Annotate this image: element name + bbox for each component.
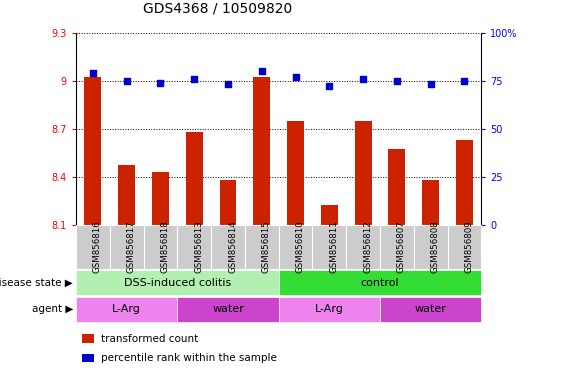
Text: control: control [361, 278, 399, 288]
Text: disease state ▶: disease state ▶ [0, 278, 73, 288]
Text: percentile rank within the sample: percentile rank within the sample [101, 353, 276, 363]
Bar [220, 180, 236, 225]
Text: transformed count: transformed count [101, 334, 198, 344]
Text: GSM856812: GSM856812 [363, 220, 372, 273]
Text: GSM856818: GSM856818 [160, 220, 169, 273]
Point [392, 78, 401, 84]
Bar [422, 180, 439, 225]
Point [291, 74, 300, 80]
Text: GSM856811: GSM856811 [329, 220, 338, 273]
Bar [388, 149, 405, 225]
Text: water: water [415, 304, 446, 314]
Point [359, 76, 368, 82]
Text: GSM856816: GSM856816 [93, 220, 102, 273]
Bar [118, 166, 135, 225]
Text: water: water [212, 304, 244, 314]
Point [190, 76, 199, 82]
Text: GSM856817: GSM856817 [127, 220, 136, 273]
Point [224, 81, 233, 88]
Point [122, 78, 131, 84]
Text: GSM856807: GSM856807 [397, 220, 406, 273]
Bar [321, 205, 338, 225]
Text: GSM856813: GSM856813 [194, 220, 203, 273]
Point [156, 79, 165, 86]
Text: L-Arg: L-Arg [112, 304, 141, 314]
Point [426, 81, 435, 88]
Bar [84, 78, 101, 225]
Point [325, 83, 334, 89]
Point [257, 68, 266, 74]
Bar [186, 132, 203, 225]
Bar [287, 121, 304, 225]
Bar [152, 172, 169, 225]
Text: agent ▶: agent ▶ [32, 304, 73, 314]
Text: GDS4368 / 10509820: GDS4368 / 10509820 [143, 2, 293, 15]
Text: DSS-induced colitis: DSS-induced colitis [124, 278, 231, 288]
Text: GSM856808: GSM856808 [431, 220, 440, 273]
Point [88, 70, 97, 76]
Point [460, 78, 469, 84]
Bar [355, 121, 372, 225]
Text: L-Arg: L-Arg [315, 304, 344, 314]
Bar [253, 78, 270, 225]
Text: GSM856809: GSM856809 [464, 220, 473, 273]
Text: GSM856810: GSM856810 [296, 220, 305, 273]
Text: GSM856815: GSM856815 [262, 220, 271, 273]
Bar [456, 140, 473, 225]
Text: GSM856814: GSM856814 [228, 220, 237, 273]
